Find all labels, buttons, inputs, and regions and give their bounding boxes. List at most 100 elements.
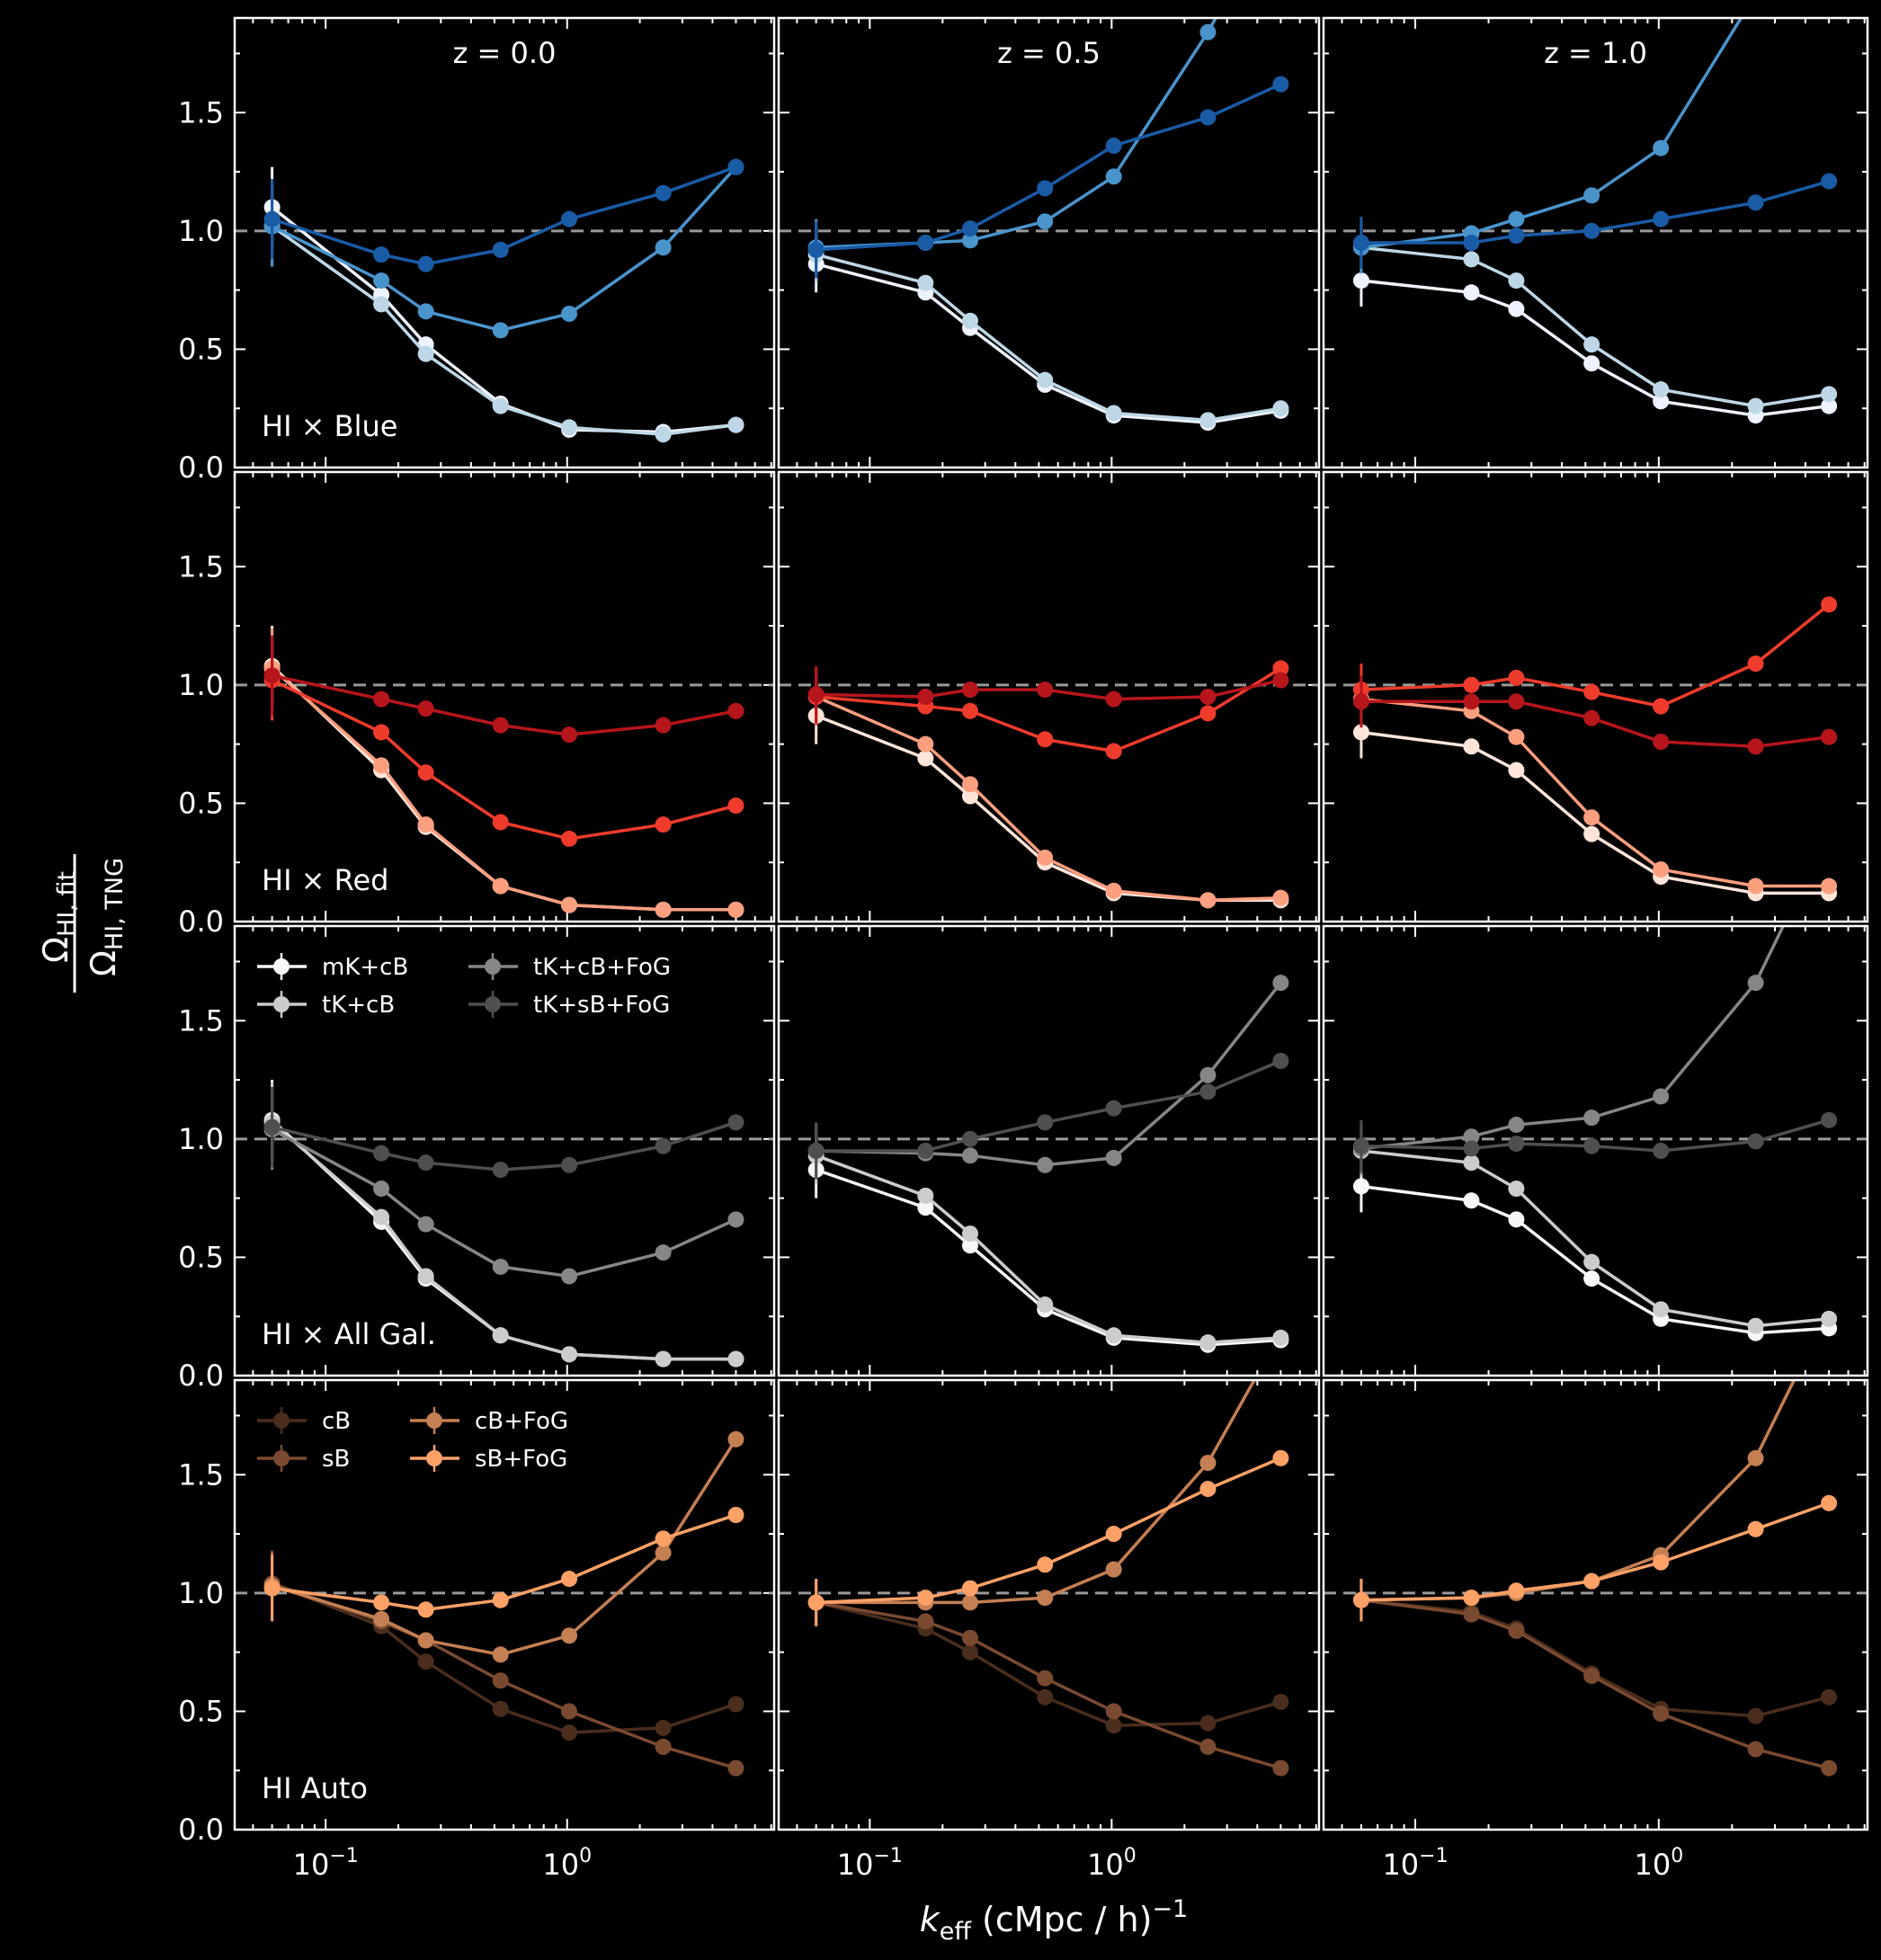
legend: mK+cB tK+cB tK+cB+FoG tK+sB+FoG: [257, 953, 671, 1019]
data-point-cB: [1105, 1717, 1122, 1734]
panel-r1-c1: [777, 470, 1321, 923]
data-point-tK+sB+FoG: [727, 702, 744, 719]
y-axis-label-denominator: ΩHI, TNG: [84, 858, 129, 976]
series-group: [263, 1080, 744, 1368]
data-point-tK+cB: [1199, 892, 1217, 909]
data-point-cB+FoG: [1199, 1455, 1217, 1472]
panel-frame: [777, 470, 1321, 923]
data-point-tK+cB: [492, 878, 509, 895]
row-label: HI × Blue: [262, 409, 397, 443]
panel-frame: [1322, 924, 1869, 1377]
data-point-tK+cB: [417, 1268, 434, 1285]
data-point-tK+cB+FoG: [961, 1147, 978, 1164]
series-group: [807, 660, 1289, 909]
data-point-tK+cB: [1653, 1301, 1670, 1318]
data-point-tK+sB+FoG: [1508, 227, 1525, 245]
data-point-tK+cB+FoG: [961, 702, 978, 719]
data-point-tK+cB: [417, 345, 434, 362]
panel-frame: [1322, 1378, 1869, 1831]
data-point-tK+sB+FoG: [263, 210, 281, 227]
panel-r3-c0: 0.0 0.5 1.0 1.5 10−1 100 HI Auto cB sB cB+FoG sB+F…: [178, 1378, 776, 1882]
data-point-tK+cB: [1653, 861, 1670, 878]
data-point-tK+sB+FoG: [561, 210, 578, 227]
y-tick-label: 1.5: [178, 1003, 224, 1038]
y-tick-label: 0.5: [178, 786, 224, 820]
y-tick-label: 1.0: [178, 214, 224, 248]
data-point-mK+cB: [1463, 1192, 1480, 1209]
data-point-cB: [417, 1653, 434, 1670]
data-point-tK+sB+FoG: [417, 700, 434, 717]
data-point-tK+cB: [1105, 405, 1122, 422]
data-point-tK+cB: [561, 896, 578, 913]
data-point-tK+cB: [917, 735, 934, 753]
data-point-tK+cB: [1037, 371, 1054, 388]
data-point-tK+cB+FoG: [1199, 1066, 1217, 1083]
data-point-tK+sB+FoG: [961, 682, 978, 699]
data-point-cB: [561, 1724, 578, 1742]
data-point-tK+sB+FoG: [1352, 1137, 1369, 1154]
series-group: [1352, 596, 1838, 902]
data-point-tK+sB+FoG: [1199, 109, 1217, 126]
column-title: z = 0.5: [997, 36, 1101, 70]
data-point-tK+sB+FoG: [917, 689, 934, 705]
data-point-tK+cB: [1508, 1180, 1525, 1198]
data-point-tK+cB+FoG: [655, 1244, 672, 1261]
data-point-cB: [492, 1700, 509, 1717]
data-point-mK+cB: [1821, 397, 1838, 414]
data-point-tK+sB+FoG: [1747, 194, 1764, 211]
data-point-tK+cB+FoG: [1199, 705, 1217, 722]
data-point-tK+sB+FoG: [492, 241, 509, 258]
data-point-sB: [1199, 1738, 1217, 1755]
data-point-tK+cB+FoG: [1653, 698, 1670, 715]
data-point-tK+cB: [373, 757, 390, 774]
data-point-tK+cB: [1821, 1310, 1838, 1327]
x-axis-label: keff (cMpc / h)−1: [920, 1895, 1189, 1946]
panel-r3-c2: 10−1 100: [1322, 1378, 1869, 1882]
data-point-tK+cB+FoG: [1105, 168, 1122, 185]
panels-grid: 0.0 0.5 1.0 1.5 z = 0.0 HI × Blue z = 0.5 z = 1…: [178, 16, 1869, 1882]
data-point-tK+cB: [1105, 1327, 1122, 1344]
series-group: [807, 18, 1289, 431]
y-tick-label: 1.0: [178, 1576, 224, 1610]
data-point-mK+cB: [1583, 825, 1600, 842]
data-point-tK+sB+FoG: [1199, 1083, 1217, 1100]
data-point-tK+sB+FoG: [1463, 693, 1480, 710]
series-group: [1352, 18, 1838, 424]
data-point-tK+cB+FoG: [1583, 683, 1600, 700]
data-point-mK+cB: [961, 788, 978, 805]
data-point-tK+sB+FoG: [1508, 1136, 1525, 1153]
data-point-tK+cB: [1583, 809, 1600, 826]
data-point-tK+cB+FoG: [492, 322, 509, 339]
data-point-tK+cB: [961, 312, 978, 329]
data-point-tK+sB+FoG: [1105, 138, 1122, 155]
column-title: z = 1.0: [1544, 36, 1647, 70]
data-point-tK+cB: [1463, 251, 1480, 268]
data-point-sB+FoG: [807, 1594, 825, 1611]
data-point-tK+cB: [727, 1350, 744, 1368]
data-point-sB+FoG: [263, 1580, 281, 1597]
data-point-tK+cB+FoG: [1508, 1117, 1525, 1134]
data-point-tK+cB: [1508, 272, 1525, 290]
data-point-tK+cB: [961, 1225, 978, 1243]
data-point-tK+sB+FoG: [417, 255, 434, 272]
data-point-sB: [917, 1613, 934, 1630]
data-point-tK+cB+FoG: [492, 1258, 509, 1275]
x-tick-label: 10−1: [837, 1845, 903, 1882]
data-point-tK+cB+FoG: [727, 1211, 744, 1228]
data-point-cB: [1037, 1688, 1054, 1706]
legend-marker: [485, 958, 501, 975]
data-point-tK+cB: [1105, 882, 1122, 899]
data-point-sB: [961, 1629, 978, 1646]
panel-frame: [233, 924, 776, 1377]
y-tick-label: 1.5: [178, 1457, 224, 1492]
x-tick-label: 100: [1634, 1845, 1683, 1882]
data-point-tK+cB+FoG: [1272, 660, 1289, 677]
data-point-tK+sB+FoG: [373, 246, 390, 263]
y-tick-label: 0.0: [178, 1813, 224, 1847]
legend-label: cB: [322, 1408, 351, 1435]
data-point-cB: [727, 1696, 744, 1713]
data-point-cB: [655, 1719, 672, 1736]
data-point-sB+FoG: [917, 1590, 934, 1607]
data-point-mK+cB: [1508, 1211, 1525, 1228]
data-point-tK+sB+FoG: [1747, 1133, 1764, 1150]
